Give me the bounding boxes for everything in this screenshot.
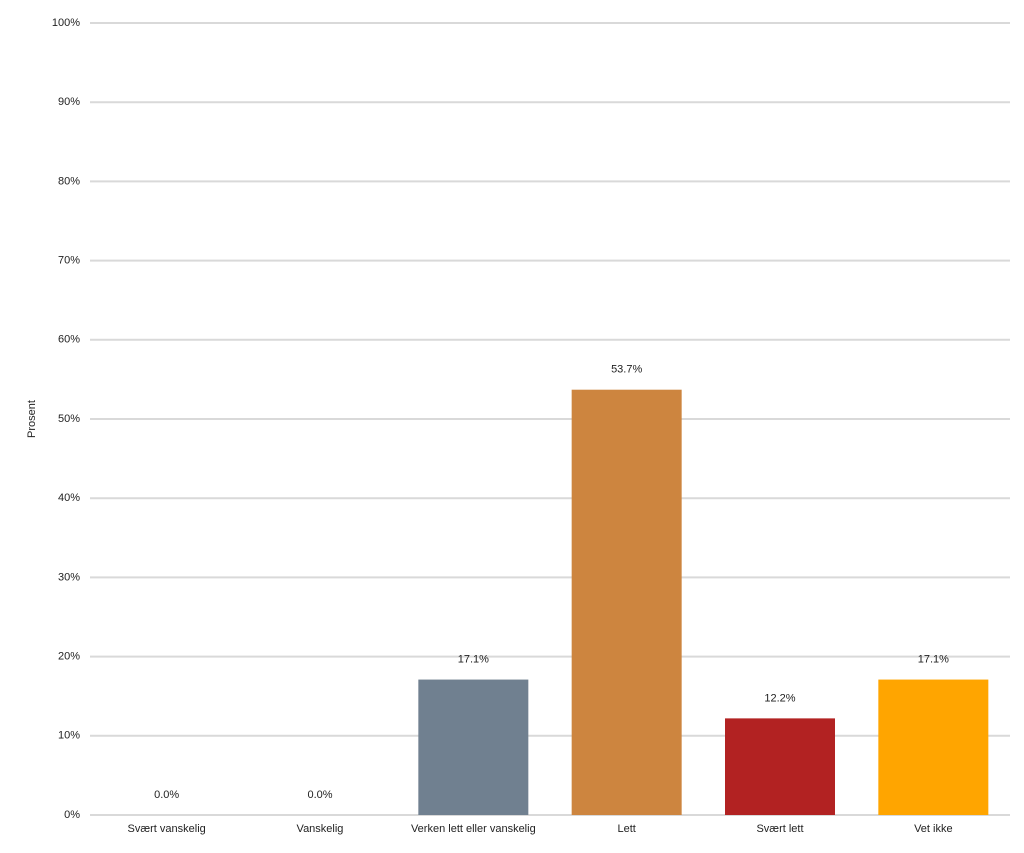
bar <box>571 389 682 815</box>
y-tick-label: 20% <box>58 651 80 663</box>
y-tick-label: 100% <box>52 17 80 29</box>
y-tick-label: 80% <box>58 175 80 187</box>
y-tick-label: 0% <box>64 809 80 821</box>
y-tick-label: 10% <box>58 730 80 742</box>
x-tick-label: Vet ikke <box>914 823 953 835</box>
y-tick-label: 50% <box>58 413 80 425</box>
y-tick-label: 70% <box>58 255 80 267</box>
y-tick-label: 40% <box>58 492 80 504</box>
value-label: 17.1% <box>458 653 489 665</box>
value-label: 0.0% <box>307 789 332 801</box>
x-tick-label: Lett <box>617 823 635 835</box>
value-label: 12.2% <box>764 692 795 704</box>
bar <box>418 679 529 815</box>
bar <box>878 679 989 815</box>
value-label: 0.0% <box>154 789 179 801</box>
x-tick-label: Verken lett eller vanskelig <box>411 823 536 835</box>
x-tick-label: Svært vanskelig <box>128 823 206 835</box>
y-axis-label: Prosent <box>26 400 38 438</box>
x-tick-label: Vanskelig <box>297 823 344 835</box>
y-tick-label: 60% <box>58 334 80 346</box>
value-label: 17.1% <box>918 653 949 665</box>
y-tick-label: 90% <box>58 96 80 108</box>
bar <box>725 718 835 815</box>
x-tick-label: Svært lett <box>756 823 803 835</box>
y-tick-label: 30% <box>58 571 80 583</box>
value-label: 53.7% <box>611 364 642 376</box>
